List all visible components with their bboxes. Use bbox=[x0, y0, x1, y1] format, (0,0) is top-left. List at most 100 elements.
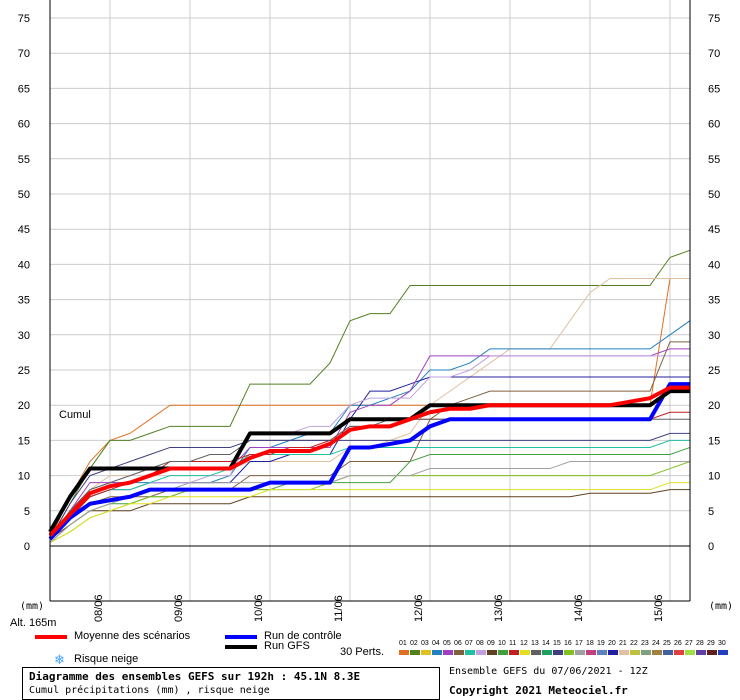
x-tick-label: 10/06 bbox=[253, 594, 265, 622]
y-tick-label-left: 65 bbox=[18, 83, 30, 95]
pert-legend-number: 30 bbox=[718, 640, 726, 647]
plot-background bbox=[50, 0, 690, 601]
pert-legend-swatch bbox=[619, 650, 629, 655]
gfs-legend-label: Run GFS bbox=[264, 640, 310, 652]
control-legend-swatch bbox=[225, 635, 257, 639]
pert-legend-swatch bbox=[630, 650, 640, 655]
y-tick-label-right: 25 bbox=[708, 365, 720, 377]
pert-legend-number: 05 bbox=[443, 640, 451, 647]
pert-legend-swatch bbox=[542, 650, 552, 655]
pert-legend-number: 16 bbox=[564, 640, 572, 647]
y-tick-label-left: 5 bbox=[24, 506, 30, 518]
y-tick-label-left: 35 bbox=[18, 295, 30, 307]
cumul-label: Cumul bbox=[59, 409, 91, 421]
x-tick-label: 09/06 bbox=[173, 594, 185, 622]
footer-subtitle: Cumul précipitations (mm) , risque neige bbox=[29, 685, 270, 696]
y-tick-label-right: 5 bbox=[708, 506, 714, 518]
y-tick-label-right: 30 bbox=[708, 330, 720, 342]
pert-legend-number: 27 bbox=[685, 640, 693, 647]
y-tick-label-left: 20 bbox=[18, 400, 30, 412]
gfs-legend-swatch bbox=[225, 645, 257, 649]
y-tick-label-right: 55 bbox=[708, 154, 720, 166]
y-tick-label-right: 65 bbox=[708, 83, 720, 95]
pert-legend-swatch bbox=[663, 650, 673, 655]
chart-grid bbox=[50, 0, 690, 601]
pert-legend-swatch bbox=[608, 650, 618, 655]
pert-legend-number: 18 bbox=[586, 640, 594, 647]
control-legend-label: Run de contrôle bbox=[264, 630, 342, 642]
mean-legend-label: Moyenne des scénarios bbox=[74, 630, 191, 642]
pert-legend-number: 22 bbox=[630, 640, 638, 647]
pert-legend-swatch bbox=[432, 650, 442, 655]
left-unit-label: (mm) bbox=[20, 601, 45, 612]
pert-legend-swatch bbox=[586, 650, 596, 655]
x-tick-label: 14/06 bbox=[573, 594, 585, 622]
y-tick-label-left: 30 bbox=[18, 330, 30, 342]
pert-legend-number: 25 bbox=[663, 640, 671, 647]
x-tick-label: 11/06 bbox=[333, 595, 345, 622]
y-tick-label-right: 75 bbox=[708, 13, 720, 25]
pert-legend-swatch bbox=[443, 650, 453, 655]
pert-legend-swatch bbox=[597, 650, 607, 655]
pert-legend-swatch bbox=[520, 650, 530, 655]
pert-legend-number: 23 bbox=[641, 640, 649, 647]
x-tick-label: 12/06 bbox=[413, 594, 425, 622]
pert-legend-number: 03 bbox=[421, 640, 429, 647]
pert-legend-swatch bbox=[707, 650, 717, 655]
x-tick-label: 15/06 bbox=[653, 594, 665, 622]
pert-legend-swatch bbox=[641, 650, 651, 655]
perturbation-line bbox=[49, 249, 691, 540]
y-tick-label-right: 70 bbox=[708, 48, 720, 60]
pert-legend-number: 09 bbox=[487, 640, 495, 647]
pert-legend-number: 20 bbox=[608, 640, 616, 647]
pert-legend-number: 02 bbox=[410, 640, 418, 647]
pert-legend-number: 06 bbox=[454, 640, 462, 647]
y-tick-label-right: 10 bbox=[708, 471, 720, 483]
mean-series-line bbox=[48, 385, 690, 537]
pert-legend-number: 08 bbox=[476, 640, 484, 647]
pert-legend-number: 12 bbox=[520, 640, 528, 647]
y-tick-label-left: 0 bbox=[24, 541, 30, 553]
perts-legend-label: 30 Perts. bbox=[340, 646, 385, 658]
pert-legend-swatch bbox=[498, 650, 508, 655]
pert-legend-swatch bbox=[531, 650, 541, 655]
pert-legend-swatch bbox=[652, 650, 662, 655]
altitude-label: Alt. 165m bbox=[10, 617, 57, 629]
footer-title: Diagramme des ensembles GEFS sur 192h : … bbox=[29, 670, 361, 683]
right-unit-label: (mm) bbox=[709, 601, 734, 612]
y-tick-label-right: 40 bbox=[708, 259, 720, 271]
footer-box: Diagramme des ensembles GEFS sur 192h : … bbox=[22, 667, 440, 700]
pert-legend-number: 29 bbox=[707, 640, 715, 647]
y-tick-label-left: 25 bbox=[18, 365, 30, 377]
pert-legend-swatch bbox=[487, 650, 497, 655]
y-tick-label-left: 50 bbox=[18, 189, 30, 201]
pert-legend-swatch bbox=[509, 650, 519, 655]
pert-legend-swatch bbox=[421, 650, 431, 655]
pert-legend-swatch bbox=[718, 650, 728, 655]
perturbation-line bbox=[49, 341, 690, 540]
pert-legend-swatch bbox=[564, 650, 574, 655]
y-tick-label-left: 55 bbox=[18, 154, 30, 166]
pert-legend-number: 07 bbox=[465, 640, 473, 647]
y-tick-label-right: 20 bbox=[708, 400, 720, 412]
snow-legend-label: Risque neige bbox=[74, 653, 139, 665]
pert-legend-number: 04 bbox=[432, 640, 440, 647]
pert-legend-number: 24 bbox=[652, 640, 660, 647]
main-series-lines bbox=[48, 382, 690, 541]
pert-legend-swatch bbox=[465, 650, 475, 655]
ensemble-run-label: Ensemble GEFS du 07/06/2021 - 12Z bbox=[449, 666, 648, 677]
pert-legend-number: 11 bbox=[509, 640, 517, 647]
pert-legend-number: 14 bbox=[542, 640, 550, 647]
pert-legend-swatch bbox=[685, 650, 695, 655]
pert-legend-swatch bbox=[399, 650, 409, 655]
pert-legend-swatch bbox=[674, 650, 684, 655]
pert-legend-swatch bbox=[553, 650, 563, 655]
pert-legend-number: 01 bbox=[399, 640, 407, 647]
y-tick-label-left: 40 bbox=[18, 259, 30, 271]
y-tick-label-right: 35 bbox=[708, 295, 720, 307]
pert-legend-number: 13 bbox=[531, 640, 539, 647]
pert-legend-number: 15 bbox=[553, 640, 561, 647]
pert-legend-swatch bbox=[476, 650, 486, 655]
y-tick-label-left: 45 bbox=[18, 224, 30, 236]
